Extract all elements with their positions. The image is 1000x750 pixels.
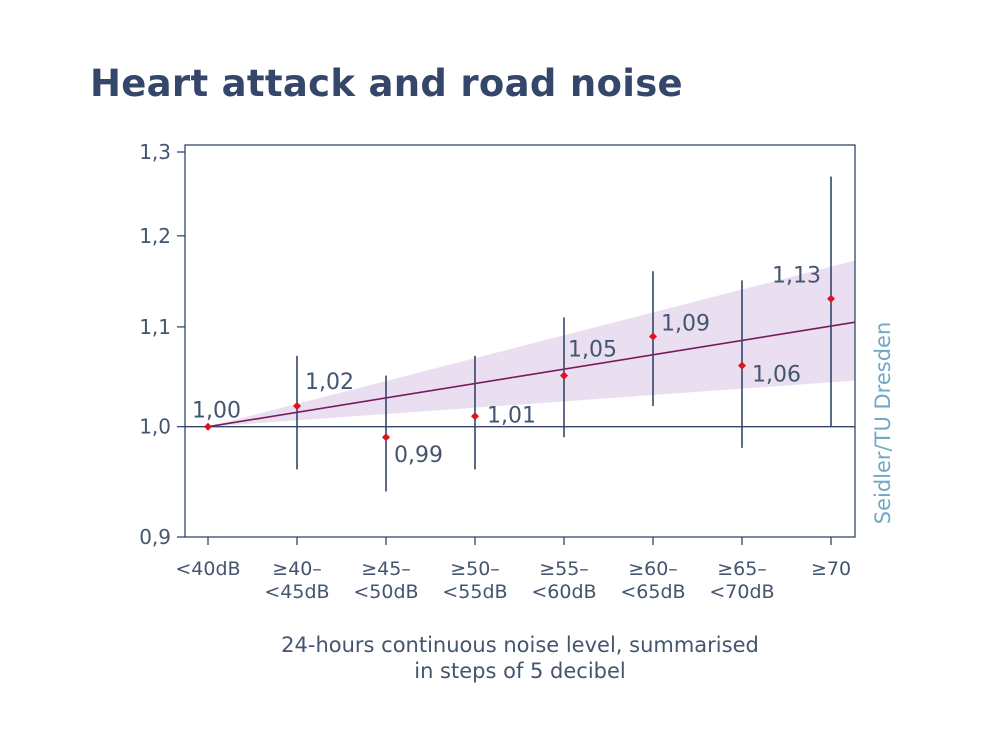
data-label: 1,13: [772, 264, 821, 289]
x-tick-label: ≥60– <65dB: [620, 558, 685, 603]
data-label: 1,00: [192, 399, 241, 424]
plot-frame-rect: [184, 144, 856, 538]
x-tick-label: <40dB: [175, 558, 240, 580]
data-point: [738, 361, 746, 370]
y-tick-label: 1,0: [139, 415, 171, 439]
x-tick-label: ≥65– <70dB: [709, 558, 774, 603]
data-label: 1,01: [487, 403, 536, 428]
data-point: [649, 332, 657, 341]
x-tick-label: ≥70: [811, 558, 851, 580]
data-point: [827, 294, 835, 303]
x-tick-label: ≥55– <60dB: [531, 558, 596, 603]
data-label: 1,09: [661, 311, 710, 336]
y-tick-label: 1,2: [139, 224, 171, 248]
data-point: [293, 401, 301, 410]
data-point: [471, 412, 479, 421]
y-tick-label: 0,9: [139, 525, 171, 549]
data-label: 0,99: [394, 443, 443, 468]
x-tick-label: ≥45– <50dB: [353, 558, 418, 603]
trend-line-path: [207, 321, 856, 428]
x-axis-label: 24-hours continuous noise level, summari…: [281, 633, 759, 683]
data-points: [204, 294, 835, 442]
data-label: 1,02: [305, 370, 354, 395]
y-tick-label: 1,3: [139, 140, 171, 164]
y-axis-ticks: 0,9 1,0 1,1 1,2 1,3: [139, 140, 185, 549]
plot-frame: [184, 144, 856, 538]
trend-band-area: [208, 260, 855, 427]
data-point: [204, 422, 212, 431]
data-point: [560, 371, 568, 380]
confidence-band: [208, 260, 855, 427]
x-tick-label: ≥50– <55dB: [442, 558, 507, 603]
data-label: 1,05: [568, 338, 617, 363]
source-credit: Seidler/TU Dresden: [871, 322, 895, 525]
trend-line: [207, 321, 856, 428]
x-tick-label: ≥40– <45dB: [264, 558, 329, 603]
chart-title: Heart attack and road noise: [90, 62, 683, 105]
data-label: 1,06: [752, 363, 801, 388]
x-axis-ticks: <40dB ≥40– <45dB ≥45– <50dB ≥50– <55dB ≥55– <60d…: [175, 537, 851, 603]
y-tick-label: 1,1: [139, 315, 171, 339]
data-labels: 1,00 1,02 0,99 1,01 1,05 1,09 1,06 1,13: [192, 264, 821, 468]
data-point: [382, 433, 390, 442]
